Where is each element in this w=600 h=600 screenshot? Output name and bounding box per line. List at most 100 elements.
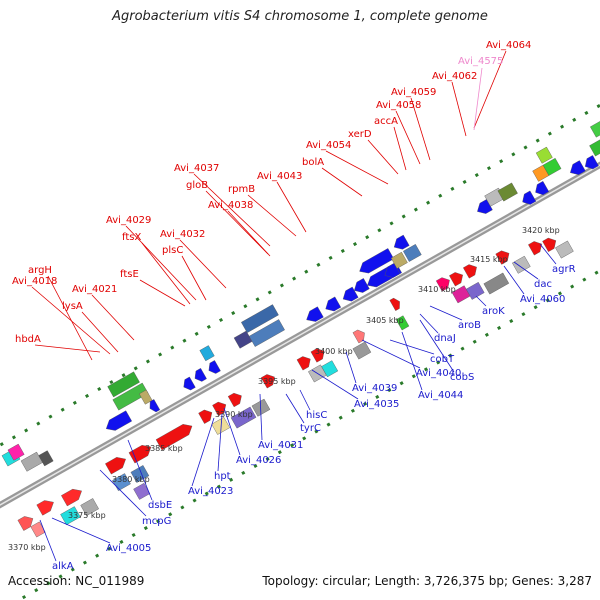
reverse-gene-label: cobS bbox=[450, 372, 474, 383]
pseudo-gene-label: Avi_4575 bbox=[458, 56, 503, 67]
forward-gene-label: Avi_4064 bbox=[486, 40, 531, 51]
reverse-gene-arrow-11 bbox=[194, 368, 207, 382]
forward-gene-arrow-12 bbox=[133, 482, 151, 500]
forward-gene-label: ftsE bbox=[120, 269, 139, 280]
forward-gene-arrow-5 bbox=[60, 506, 81, 526]
reverse-gene-arrow-17 bbox=[306, 306, 324, 322]
leader-line bbox=[419, 313, 439, 334]
leader-line bbox=[141, 242, 191, 305]
leader-line bbox=[401, 331, 423, 391]
reverse-gene-arrow-16 bbox=[241, 304, 279, 334]
reverse-gene-label: Avi_4005 bbox=[106, 543, 151, 554]
reverse-gene-label: Avi_4031 bbox=[258, 440, 303, 451]
reverse-gene-label: cobT bbox=[430, 354, 455, 365]
reverse-gene-arrow-15 bbox=[248, 319, 285, 347]
gc-dotted-line-outer bbox=[15, 269, 600, 600]
forward-gene-arrow-31 bbox=[451, 285, 471, 304]
forward-gene-arrow-8 bbox=[128, 445, 152, 464]
reverse-gene-arrow-33 bbox=[542, 157, 562, 176]
forward-gene-arrow-15 bbox=[227, 392, 242, 408]
scale-tick-label: 3375 kbp bbox=[68, 511, 106, 520]
forward-gene-label: ftsX bbox=[122, 232, 141, 243]
leader-line bbox=[91, 294, 135, 341]
reverse-gene-arrow-12 bbox=[208, 360, 221, 374]
leader-line bbox=[539, 243, 557, 265]
forward-gene-arrow-26 bbox=[395, 315, 410, 331]
leader-line bbox=[389, 339, 435, 355]
leader-line bbox=[193, 173, 271, 247]
forward-gene-label: Avi_4029 bbox=[106, 215, 151, 226]
scale-tick-label: 3390 kbp bbox=[215, 410, 253, 419]
forward-gene-arrow-4 bbox=[30, 521, 46, 538]
forward-gene-arrow-32 bbox=[465, 281, 485, 300]
reverse-gene-arrow-29 bbox=[497, 182, 518, 202]
leader-line bbox=[99, 469, 147, 517]
leader-line bbox=[325, 150, 389, 185]
reverse-gene-arrow-20 bbox=[354, 278, 370, 293]
reverse-gene-arrow-3 bbox=[7, 443, 25, 461]
forward-gene-arrow-24 bbox=[352, 341, 372, 360]
leader-line bbox=[395, 110, 421, 165]
leader-line bbox=[311, 369, 359, 400]
leader-line bbox=[299, 389, 311, 411]
leader-line bbox=[247, 194, 297, 237]
reverse-gene-arrow-8 bbox=[139, 389, 153, 405]
leader-line bbox=[205, 190, 269, 255]
topology-summary-text: Topology: circular; Length: 3,726,375 bp… bbox=[262, 574, 592, 588]
leader-line bbox=[181, 255, 207, 301]
leader-line bbox=[81, 311, 119, 353]
reverse-gene-arrow-14 bbox=[233, 330, 253, 349]
forward-gene-label: bolA bbox=[302, 157, 324, 168]
reverse-gene-arrow-1 bbox=[20, 451, 43, 472]
forward-gene-label: Avi_4054 bbox=[306, 140, 351, 151]
leader-line bbox=[473, 50, 507, 129]
forward-gene-arrow-33 bbox=[483, 272, 510, 295]
forward-gene-arrow-9 bbox=[155, 424, 193, 451]
forward-gene-arrow-23 bbox=[321, 360, 339, 378]
reverse-gene-arrow-25 bbox=[403, 244, 422, 262]
reverse-gene-arrow-35 bbox=[570, 160, 586, 175]
leader-line bbox=[475, 295, 487, 307]
gc-dotted-line-inner bbox=[0, 103, 600, 447]
reverse-gene-label: aroB bbox=[458, 320, 481, 331]
scale-tick-label: 3395 kbp bbox=[258, 377, 296, 386]
reverse-gene-label: aroK bbox=[482, 306, 505, 317]
reverse-gene-label: mcpG bbox=[142, 516, 171, 527]
forward-gene-label: hbdA bbox=[15, 334, 41, 345]
forward-gene-arrow-29 bbox=[449, 272, 463, 287]
forward-gene-label: Avi_4037 bbox=[174, 163, 219, 174]
forward-gene-label: Avi_4038 bbox=[208, 200, 253, 211]
forward-gene-arrow-37 bbox=[542, 237, 557, 252]
forward-gene-arrow-25 bbox=[352, 329, 365, 344]
reverse-gene-label: Avi_4060 bbox=[520, 294, 565, 305]
reverse-gene-label: Avi_4023 bbox=[188, 486, 233, 497]
forward-gene-label: Avi_4058 bbox=[376, 100, 421, 111]
scale-tick-label: 3420 kbp bbox=[522, 226, 560, 235]
leader-line bbox=[217, 413, 223, 472]
reverse-gene-arrow-19 bbox=[342, 286, 359, 302]
reverse-gene-label: alkA bbox=[52, 561, 74, 572]
reverse-gene-arrow-34 bbox=[535, 146, 553, 164]
forward-gene-label: accA bbox=[374, 116, 398, 127]
forward-gene-label: Avi_4043 bbox=[257, 171, 302, 182]
leader-line bbox=[361, 339, 421, 369]
leader-line bbox=[393, 126, 407, 171]
reverse-gene-label: Avi_4026 bbox=[236, 455, 281, 466]
leader-line bbox=[127, 439, 153, 501]
leader-line bbox=[51, 517, 111, 544]
leader-line bbox=[191, 417, 215, 487]
forward-gene-arrow-7 bbox=[105, 457, 126, 475]
forward-gene-arrow-6 bbox=[80, 498, 99, 517]
leader-line bbox=[285, 393, 305, 424]
reverse-gene-arrow-13 bbox=[199, 345, 215, 362]
leader-line bbox=[259, 393, 263, 441]
scale-tick-label: 3410 kbp bbox=[418, 285, 456, 294]
leader-line bbox=[276, 181, 307, 233]
forward-gene-arrow-11 bbox=[130, 465, 150, 483]
leader-line bbox=[321, 167, 363, 197]
map-title: Agrobacterium vitis S4 chromosome 1, com… bbox=[112, 9, 488, 24]
forward-gene-arrow-21 bbox=[310, 348, 325, 363]
leader-line bbox=[139, 279, 186, 307]
